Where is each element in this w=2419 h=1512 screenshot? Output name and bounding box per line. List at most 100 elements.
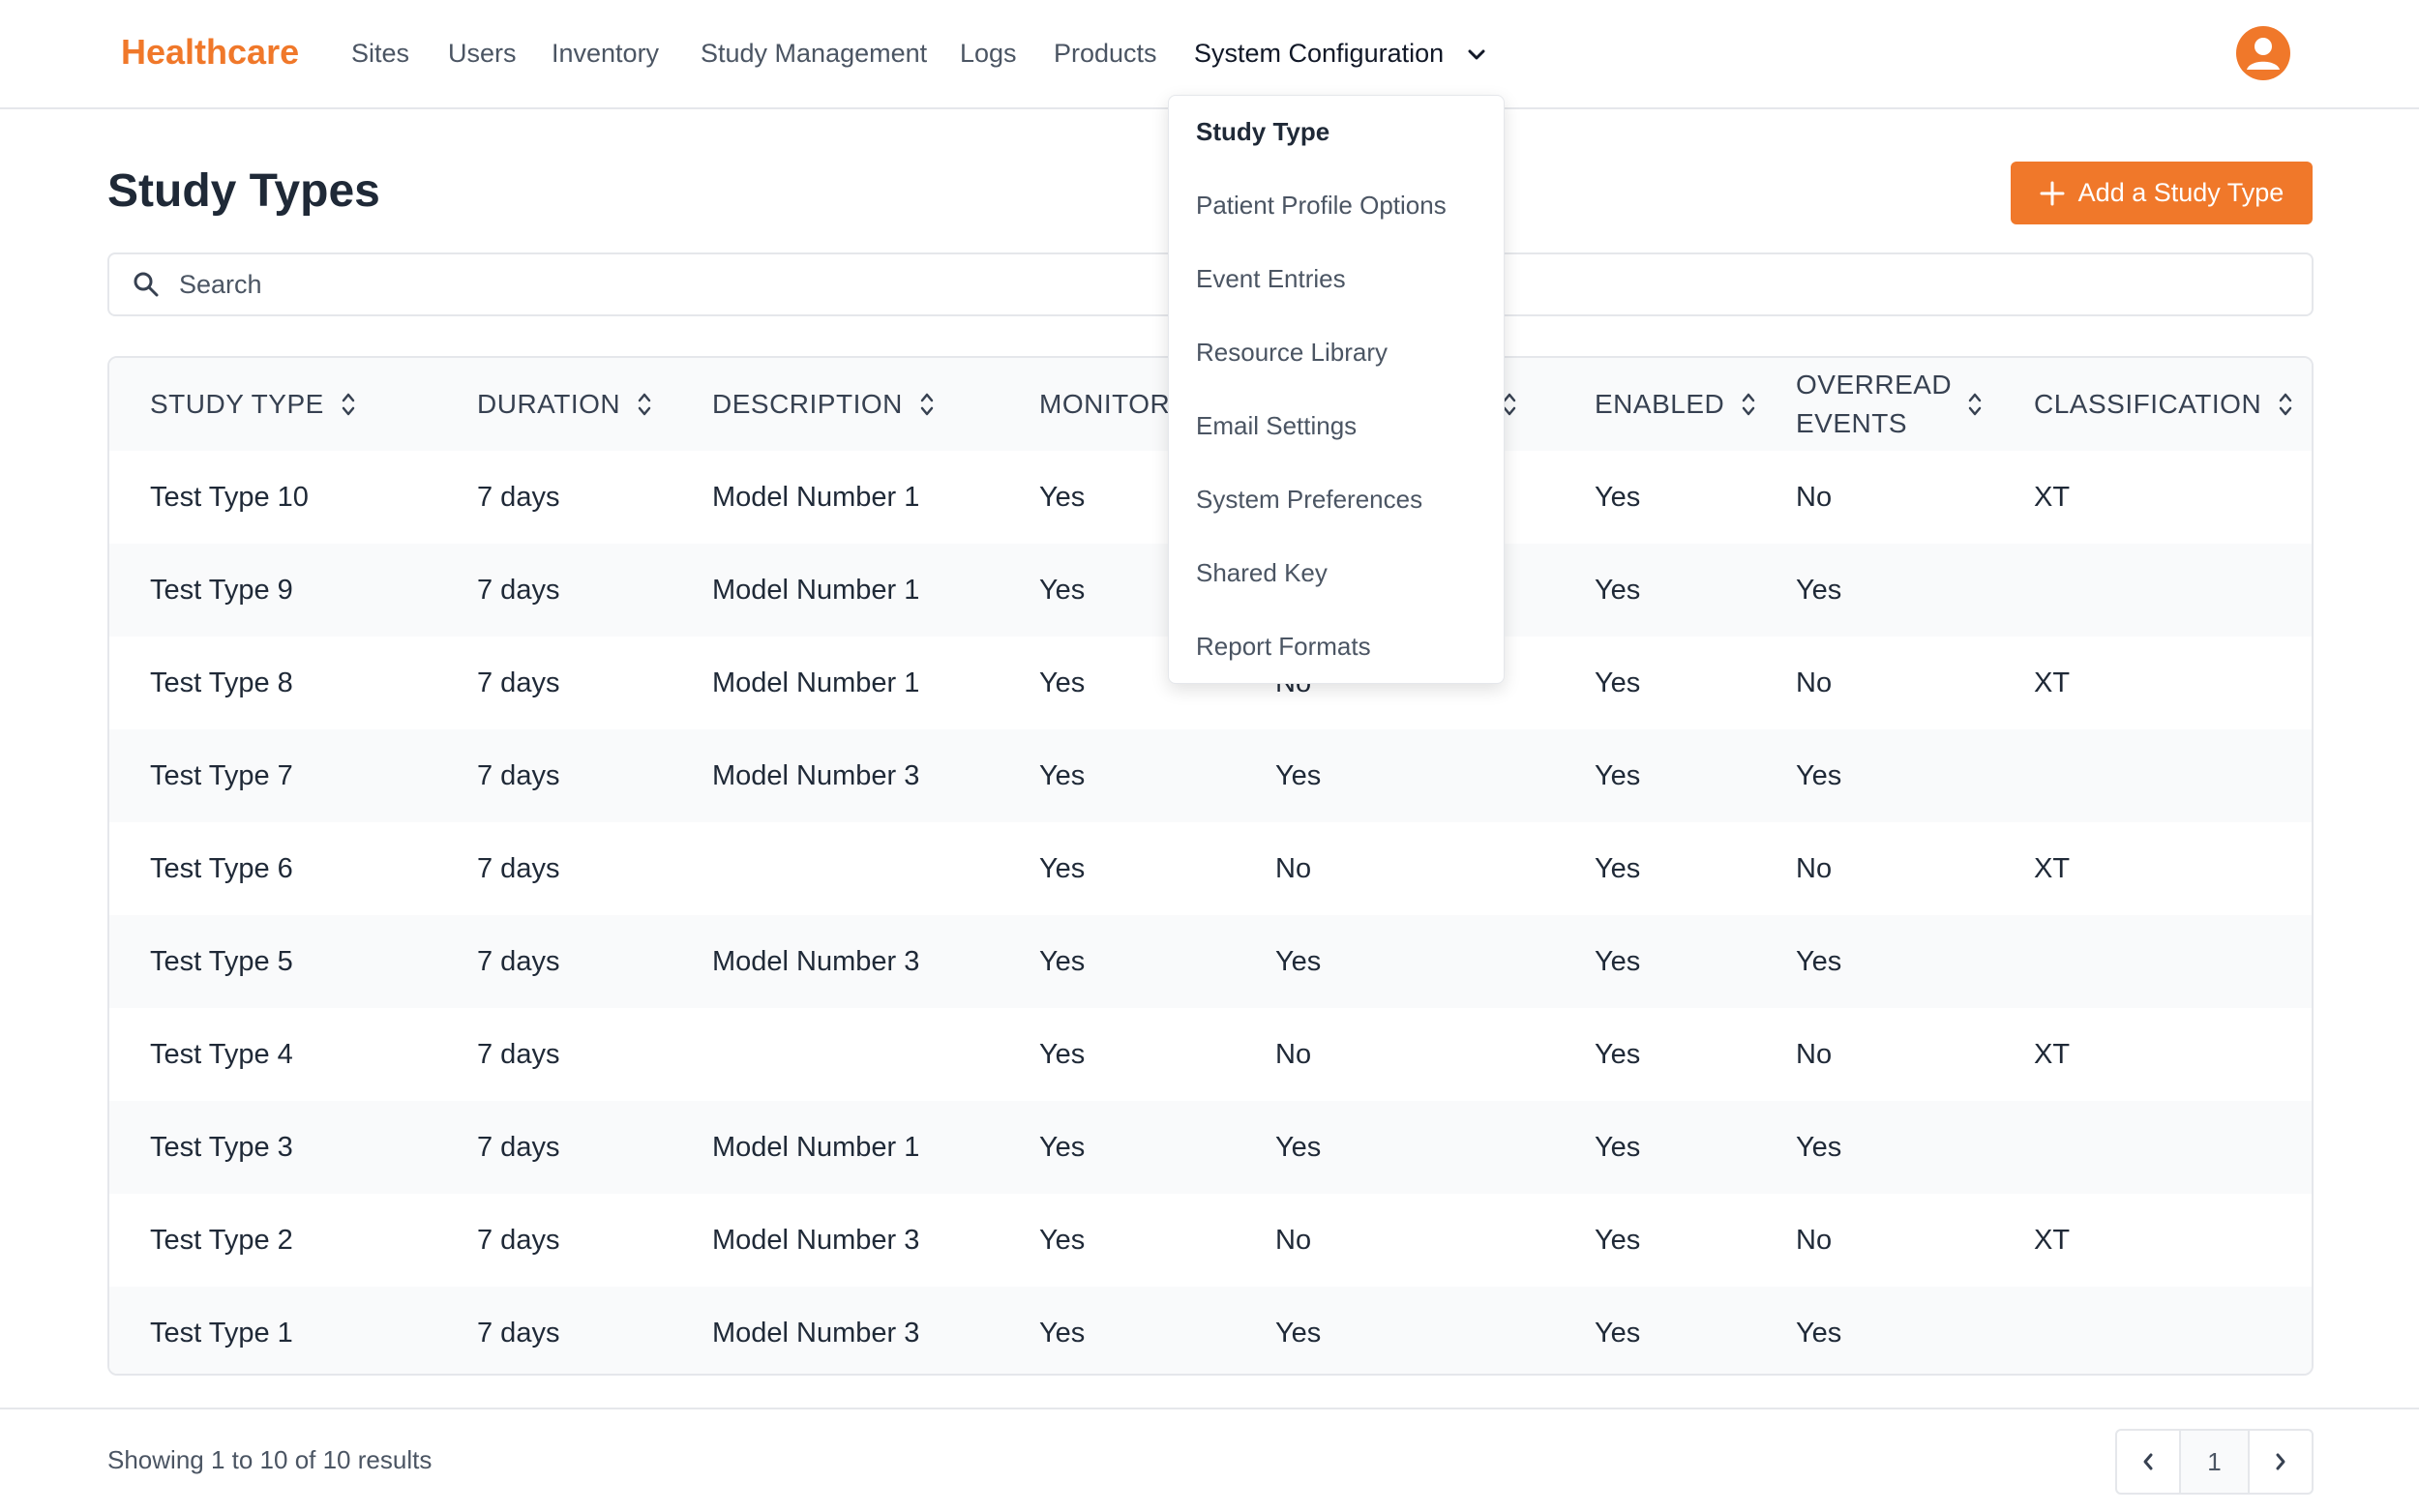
column-header-monitor[interactable]: MONITOR [1039, 358, 1170, 451]
cell-description: Model Number 1 [712, 1132, 920, 1163]
cell-enabled: Yes [1595, 482, 1641, 513]
cell-overread-events: No [1796, 1039, 1833, 1070]
nav-item-label: System Configuration [1194, 39, 1445, 68]
table-row[interactable]: Test Type 1 7 days Model Number 3 Yes Yes Yes… [109, 1287, 2312, 1374]
nav-item-study-management[interactable]: Study Management [701, 39, 928, 68]
cell-study-type: Test Type 1 [150, 1318, 293, 1349]
cell-duration: 7 days [477, 853, 560, 884]
column-header-classification[interactable]: CLASSIFICATION [2034, 358, 2292, 451]
cell-duration: 7 days [477, 667, 560, 698]
nav-item-system-configuration[interactable]: System Configuration [1194, 39, 1486, 69]
menu-item-email-settings[interactable]: Email Settings [1196, 411, 1358, 440]
cell-overread-events: No [1796, 667, 1833, 698]
sort-icon [1742, 393, 1755, 416]
search-icon [134, 272, 159, 297]
cell-duration: 7 days [477, 760, 560, 791]
chevron-right-icon [2276, 1453, 2285, 1470]
column-header-description[interactable]: DESCRIPTION [712, 358, 934, 451]
header-label: CLASSIFICATION [2034, 389, 2262, 419]
cell-monitor: Yes [1039, 482, 1086, 513]
cell-duration: 7 days [477, 946, 560, 977]
menu-item-report-formats[interactable]: Report Formats [1196, 632, 1371, 661]
cell-description: Model Number 3 [712, 946, 920, 977]
cell-hidden-column: Yes [1275, 1318, 1322, 1349]
sort-icon [342, 393, 355, 416]
menu-item-event-entries[interactable]: Event Entries [1196, 264, 1346, 293]
cell-monitor: Yes [1039, 1318, 1086, 1349]
cell-study-type: Test Type 3 [150, 1132, 293, 1163]
menu-item-patient-profile-options[interactable]: Patient Profile Options [1196, 191, 1447, 220]
cell-study-type: Test Type 5 [150, 946, 293, 977]
sort-icon [1968, 393, 1982, 416]
nav-item-products[interactable]: Products [1054, 39, 1157, 68]
menu-item-shared-key[interactable]: Shared Key [1196, 558, 1328, 587]
cell-classification: XT [2034, 853, 2071, 884]
column-header-enabled[interactable]: ENABLED [1595, 358, 1755, 451]
cell-enabled: Yes [1595, 946, 1641, 977]
sort-icon [638, 393, 651, 416]
cell-classification: XT [2034, 482, 2071, 513]
table-row[interactable]: Test Type 7 7 days Model Number 3 Yes Yes Yes… [109, 729, 2312, 822]
cell-hidden-column: No [1275, 1039, 1312, 1070]
column-header-hidden[interactable] [1503, 358, 1516, 451]
nav-item-inventory[interactable]: Inventory [552, 39, 660, 68]
chevron-left-icon [2143, 1453, 2153, 1470]
cell-study-type: Test Type 9 [150, 575, 293, 606]
brand-logo[interactable]: Healthcare [121, 32, 300, 72]
system-configuration-dropdown: Study Type Patient Profile Options Event… [1168, 95, 1505, 684]
user-avatar-icon[interactable] [2236, 26, 2290, 80]
cell-monitor: Yes [1039, 1225, 1086, 1256]
cell-study-type: Test Type 10 [150, 482, 309, 513]
cell-enabled: Yes [1595, 1039, 1641, 1070]
cell-duration: 7 days [477, 482, 560, 513]
cell-monitor: Yes [1039, 946, 1086, 977]
menu-item-study-type[interactable]: Study Type [1196, 117, 1330, 146]
cell-description: Model Number 1 [712, 482, 920, 513]
next-page-button[interactable] [2250, 1431, 2312, 1493]
sort-icon [2279, 393, 2292, 416]
cell-study-type: Test Type 4 [150, 1039, 293, 1070]
cell-duration: 7 days [477, 1132, 560, 1163]
cell-monitor: Yes [1039, 853, 1086, 884]
nav-item-users[interactable]: Users [448, 39, 517, 68]
nav-item-logs[interactable]: Logs [960, 39, 1017, 68]
add-button-label: Add a Study Type [2077, 178, 2285, 207]
cell-hidden-column: Yes [1275, 760, 1322, 791]
cell-description: Model Number 3 [712, 1318, 920, 1349]
previous-page-button[interactable] [2117, 1431, 2179, 1493]
cell-enabled: Yes [1595, 1318, 1641, 1349]
cell-overread-events: No [1796, 1225, 1833, 1256]
menu-item-system-preferences[interactable]: System Preferences [1196, 485, 1423, 514]
cell-classification: XT [2034, 667, 2071, 698]
page-number-button[interactable]: 1 [2179, 1431, 2250, 1493]
cell-hidden-column: Yes [1275, 1132, 1322, 1163]
cell-overread-events: No [1796, 853, 1833, 884]
table-row[interactable]: Test Type 5 7 days Model Number 3 Yes Yes Yes… [109, 915, 2312, 1008]
column-header-overread-events[interactable]: OVERREAD EVENTS [1796, 358, 1989, 451]
table-row[interactable]: Test Type 4 7 days Yes No Yes No XT [109, 1008, 2312, 1101]
nav-item-sites[interactable]: Sites [351, 39, 410, 68]
header-label: DURATION [477, 389, 621, 419]
footer-divider [0, 1408, 2419, 1409]
pagination: 1 [2115, 1429, 2314, 1495]
add-study-type-button[interactable]: Add a Study Type [2011, 162, 2313, 224]
cell-enabled: Yes [1595, 1132, 1641, 1163]
column-header-duration[interactable]: DURATION [477, 358, 651, 451]
table-row[interactable]: Test Type 6 7 days Yes No Yes No XT [109, 822, 2312, 915]
cell-monitor: Yes [1039, 1132, 1086, 1163]
header-label: DESCRIPTION [712, 389, 903, 419]
column-header-study-type[interactable]: STUDY TYPE [150, 358, 355, 451]
cell-classification: XT [2034, 1225, 2071, 1256]
cell-enabled: Yes [1595, 1225, 1641, 1256]
cell-overread-events: No [1796, 482, 1833, 513]
cell-description: Model Number 1 [712, 667, 920, 698]
results-summary: Showing 1 to 10 of 10 results [107, 1445, 433, 1474]
table-row[interactable]: Test Type 2 7 days Model Number 3 Yes No Yes N… [109, 1194, 2312, 1287]
cell-enabled: Yes [1595, 667, 1641, 698]
table-row[interactable]: Test Type 3 7 days Model Number 1 Yes Yes Yes… [109, 1101, 2312, 1194]
cell-monitor: Yes [1039, 575, 1086, 606]
menu-item-resource-library[interactable]: Resource Library [1196, 338, 1388, 367]
table-row[interactable]: Test Type 10 7 days Model Number 1 Yes Yes No… [109, 451, 2312, 544]
header-label: ENABLED [1595, 389, 1725, 419]
header-label: OVERREAD EVENTS [1796, 370, 1953, 438]
